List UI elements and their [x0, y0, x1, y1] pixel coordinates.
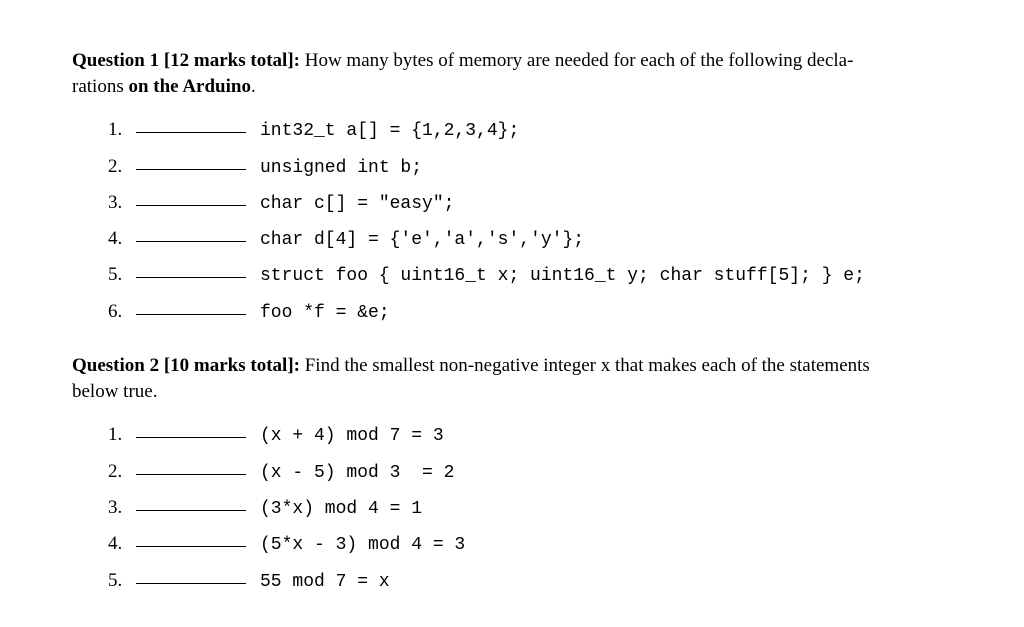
question1-label: Question 1 [12 marks total]: — [72, 50, 300, 71]
item-number: 5. — [108, 262, 136, 288]
list-item: 5. 55 mod 7 = x — [108, 566, 952, 594]
answer-blank[interactable] — [136, 113, 246, 133]
list-item: 3. char c[] = "easy"; — [108, 188, 952, 216]
question1-prompt-line2b: . — [251, 76, 256, 97]
item-number: 3. — [108, 495, 136, 521]
question1-prompt-bold: on the Arduino — [128, 76, 250, 97]
list-item: 6. foo *f = &e; — [108, 297, 952, 325]
question2-prompt-line2: below true. — [72, 381, 157, 402]
item-number: 1. — [108, 422, 136, 448]
item-number: 1. — [108, 117, 136, 143]
item-number: 5. — [108, 568, 136, 594]
item-code: (x + 4) mod 7 = 3 — [260, 424, 444, 448]
item-number: 6. — [108, 299, 136, 325]
list-item: 1. int32_t a[] = {1,2,3,4}; — [108, 115, 952, 143]
question1-items: 1. int32_t a[] = {1,2,3,4}; 2. unsigned … — [72, 115, 952, 325]
item-code: (x - 5) mod 3 = 2 — [260, 461, 454, 485]
answer-blank[interactable] — [136, 222, 246, 242]
item-code: unsigned int b; — [260, 156, 422, 180]
document-page: Question 1 [12 marks total]: How many by… — [0, 0, 1024, 594]
answer-blank[interactable] — [136, 564, 246, 584]
answer-blank[interactable] — [136, 150, 246, 170]
question2-items: 1. (x + 4) mod 7 = 3 2. (x - 5) mod 3 = … — [72, 420, 952, 593]
answer-blank[interactable] — [136, 455, 246, 475]
question2-block: Question 2 [10 marks total]: Find the sm… — [72, 353, 952, 594]
item-number: 2. — [108, 459, 136, 485]
question1-prompt-part1: How many bytes of memory are needed for … — [300, 50, 853, 71]
item-number: 2. — [108, 154, 136, 180]
answer-blank[interactable] — [136, 186, 246, 206]
answer-blank[interactable] — [136, 527, 246, 547]
answer-blank[interactable] — [136, 295, 246, 315]
item-code: char c[] = "easy"; — [260, 192, 454, 216]
item-code: (3*x) mod 4 = 1 — [260, 497, 422, 521]
list-item: 4. (5*x - 3) mod 4 = 3 — [108, 529, 952, 557]
item-code: int32_t a[] = {1,2,3,4}; — [260, 119, 519, 143]
answer-blank[interactable] — [136, 258, 246, 278]
list-item: 2. (x - 5) mod 3 = 2 — [108, 457, 952, 485]
item-number: 3. — [108, 190, 136, 216]
list-item: 4. char d[4] = {'e','a','s','y'}; — [108, 224, 952, 252]
list-item: 2. unsigned int b; — [108, 152, 952, 180]
item-number: 4. — [108, 531, 136, 557]
answer-blank[interactable] — [136, 418, 246, 438]
item-number: 4. — [108, 226, 136, 252]
list-item: 3. (3*x) mod 4 = 1 — [108, 493, 952, 521]
list-item: 5. struct foo { uint16_t x; uint16_t y; … — [108, 260, 952, 288]
question1-heading: Question 1 [12 marks total]: How many by… — [72, 48, 952, 99]
question2-label: Question 2 [10 marks total]: — [72, 355, 300, 376]
answer-blank[interactable] — [136, 491, 246, 511]
item-code: struct foo { uint16_t x; uint16_t y; cha… — [260, 264, 865, 288]
item-code: 55 mod 7 = x — [260, 570, 390, 594]
question1-prompt-line2a: rations — [72, 76, 128, 97]
list-item: 1. (x + 4) mod 7 = 3 — [108, 420, 952, 448]
item-code: foo *f = &e; — [260, 301, 390, 325]
item-code: (5*x - 3) mod 4 = 3 — [260, 533, 465, 557]
item-code: char d[4] = {'e','a','s','y'}; — [260, 228, 584, 252]
question2-heading: Question 2 [10 marks total]: Find the sm… — [72, 353, 952, 404]
question2-prompt-part1: Find the smallest non-negative integer x… — [300, 355, 870, 376]
